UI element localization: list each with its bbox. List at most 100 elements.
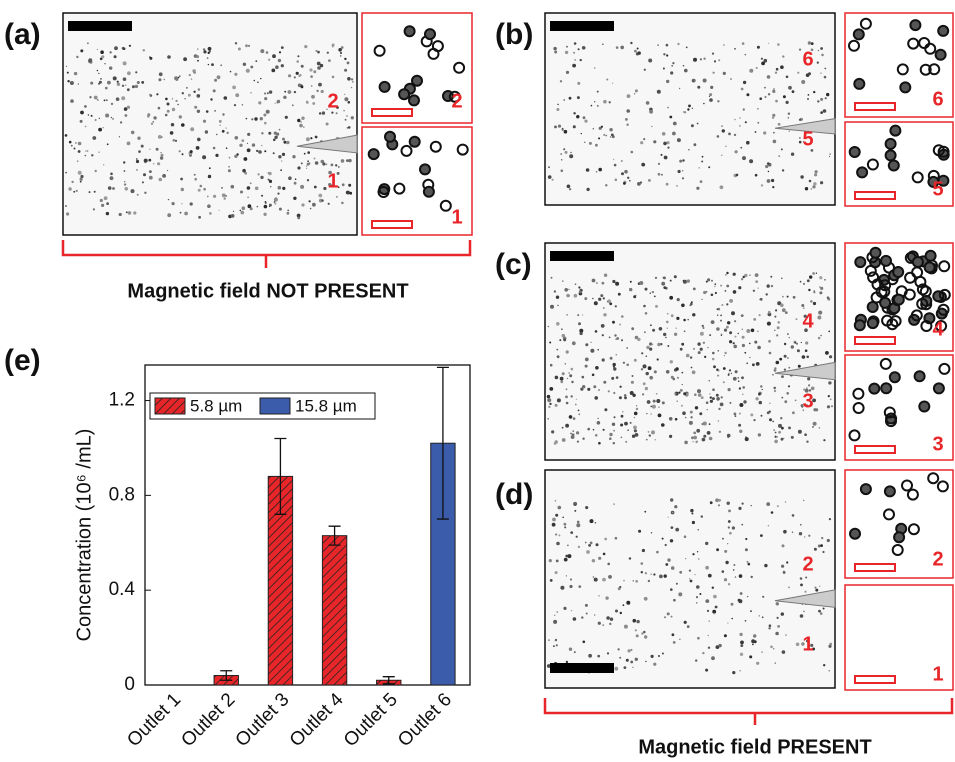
particle (180, 187, 184, 192)
particle (318, 193, 323, 198)
particle (738, 387, 742, 390)
particle (576, 115, 580, 119)
particle (556, 348, 559, 351)
particle (297, 55, 300, 58)
particle (136, 158, 138, 160)
particle (219, 124, 221, 126)
particle (696, 186, 700, 190)
particle (732, 569, 735, 571)
particle (714, 291, 718, 295)
particle (223, 96, 228, 100)
particle (764, 563, 768, 568)
particle (796, 349, 800, 353)
particle (606, 301, 609, 303)
particle (681, 371, 684, 374)
particle (819, 291, 823, 295)
particle (720, 334, 723, 336)
particle (746, 140, 750, 145)
particle (555, 295, 560, 299)
particle (193, 90, 196, 94)
particle (669, 115, 673, 119)
particle (747, 331, 749, 334)
particle (180, 177, 184, 181)
particle (812, 398, 816, 403)
particle (777, 625, 780, 628)
particle (740, 314, 744, 317)
particle (296, 213, 301, 218)
particle (162, 174, 167, 178)
particle (306, 167, 308, 169)
particle (804, 590, 807, 593)
particle (671, 511, 674, 514)
particle (707, 573, 712, 578)
cell (918, 37, 931, 49)
particle (708, 436, 713, 441)
particle (556, 355, 560, 359)
particle (565, 554, 569, 558)
y-tick-label: 0.8 (109, 484, 135, 505)
particle (234, 72, 238, 76)
particle (706, 409, 708, 411)
particle (766, 502, 771, 506)
particle (810, 386, 815, 391)
particle (721, 304, 724, 306)
particle (723, 355, 726, 357)
particle (572, 617, 577, 621)
particle (643, 630, 646, 634)
particle (673, 275, 677, 279)
region-number: 1 (932, 663, 943, 685)
particle (559, 376, 564, 381)
particle (181, 92, 184, 95)
particle (788, 85, 792, 90)
particle (760, 184, 764, 187)
particle (307, 160, 309, 162)
cell (889, 315, 902, 328)
particle (163, 78, 165, 81)
particle (829, 355, 833, 359)
particle (739, 125, 741, 127)
particle (228, 156, 231, 159)
particle (548, 405, 551, 409)
particle (110, 172, 113, 176)
particle (621, 315, 624, 318)
particle (569, 374, 573, 378)
particle (166, 109, 170, 113)
particle (746, 329, 751, 333)
particle (257, 173, 260, 176)
particle (143, 158, 148, 163)
particle (559, 339, 562, 342)
particle (663, 332, 667, 337)
particle (764, 86, 766, 89)
particle (649, 342, 653, 346)
particle (685, 558, 687, 560)
cell (913, 370, 926, 383)
particle (676, 138, 681, 143)
particle (572, 125, 576, 129)
particle (640, 141, 644, 145)
particle (209, 212, 212, 215)
particle (245, 68, 250, 73)
particle (569, 154, 574, 159)
particle (577, 48, 580, 51)
particle (340, 159, 345, 163)
particle (586, 550, 590, 554)
particle (714, 283, 717, 286)
particle (313, 70, 317, 74)
particle (564, 50, 569, 55)
particle (276, 99, 281, 104)
particle (749, 68, 754, 73)
cell (879, 296, 892, 309)
region-number: 1 (451, 206, 462, 228)
particle (602, 624, 605, 626)
particle (728, 369, 732, 372)
particle (661, 173, 663, 176)
particle (620, 45, 624, 50)
particle (808, 389, 812, 392)
particle (347, 126, 351, 129)
cell (853, 319, 866, 332)
particle (690, 124, 694, 128)
particle (615, 609, 618, 613)
particle (280, 46, 284, 49)
particle (731, 526, 736, 530)
particle (148, 158, 152, 162)
